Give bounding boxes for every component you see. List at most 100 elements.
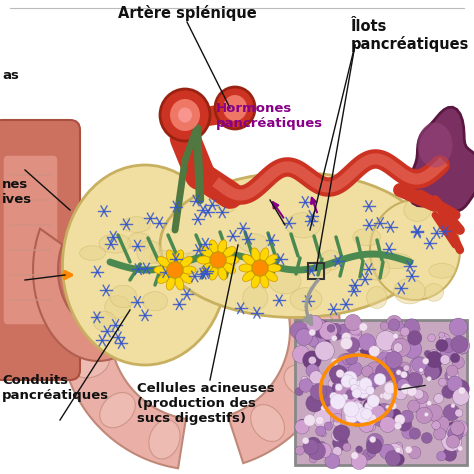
Circle shape: [448, 426, 463, 441]
Circle shape: [424, 361, 442, 379]
Circle shape: [376, 331, 396, 351]
Ellipse shape: [353, 228, 381, 246]
Circle shape: [368, 405, 385, 422]
Ellipse shape: [110, 285, 137, 308]
Circle shape: [394, 422, 401, 429]
Circle shape: [295, 446, 304, 455]
Circle shape: [329, 369, 338, 378]
Ellipse shape: [393, 279, 425, 304]
Circle shape: [368, 449, 376, 457]
Circle shape: [369, 346, 380, 357]
Text: Hormones
pancréatiques: Hormones pancréatiques: [216, 102, 323, 130]
Circle shape: [306, 437, 321, 452]
Circle shape: [329, 326, 344, 340]
Ellipse shape: [265, 271, 277, 282]
Circle shape: [295, 420, 309, 434]
Ellipse shape: [80, 246, 106, 260]
Circle shape: [301, 376, 308, 383]
Ellipse shape: [149, 420, 180, 459]
Circle shape: [304, 415, 315, 426]
Circle shape: [252, 260, 268, 276]
Circle shape: [359, 405, 370, 416]
Ellipse shape: [100, 392, 135, 428]
Circle shape: [455, 409, 463, 417]
Text: Îlots
pancréatiques: Îlots pancréatiques: [351, 19, 469, 52]
Circle shape: [409, 447, 421, 459]
FancyBboxPatch shape: [295, 320, 467, 465]
Circle shape: [352, 389, 361, 398]
Circle shape: [412, 325, 420, 333]
Ellipse shape: [172, 253, 201, 277]
Circle shape: [362, 366, 373, 377]
Circle shape: [449, 422, 456, 429]
Circle shape: [366, 386, 374, 395]
Text: Artère splénique: Artère splénique: [118, 5, 256, 21]
Circle shape: [417, 398, 427, 409]
Circle shape: [335, 382, 353, 400]
Circle shape: [352, 396, 359, 403]
Circle shape: [458, 446, 463, 451]
Ellipse shape: [320, 250, 342, 270]
Circle shape: [299, 379, 313, 392]
Circle shape: [356, 446, 363, 453]
Ellipse shape: [178, 108, 192, 122]
Circle shape: [295, 387, 303, 396]
Circle shape: [421, 432, 432, 443]
Ellipse shape: [105, 296, 130, 319]
Ellipse shape: [210, 266, 218, 280]
Circle shape: [380, 417, 396, 432]
Circle shape: [427, 376, 431, 381]
Circle shape: [333, 413, 342, 422]
Ellipse shape: [157, 256, 170, 267]
Circle shape: [447, 365, 458, 377]
Circle shape: [432, 421, 440, 429]
Ellipse shape: [195, 195, 225, 236]
Circle shape: [385, 405, 390, 409]
Circle shape: [337, 324, 349, 336]
Circle shape: [362, 382, 372, 392]
Circle shape: [306, 394, 323, 412]
Circle shape: [381, 349, 395, 363]
Circle shape: [385, 359, 393, 367]
Circle shape: [366, 433, 383, 450]
Circle shape: [316, 426, 326, 436]
Circle shape: [331, 358, 338, 365]
Circle shape: [364, 402, 376, 416]
Circle shape: [309, 356, 316, 365]
Ellipse shape: [225, 256, 239, 264]
Circle shape: [424, 412, 428, 417]
Circle shape: [321, 326, 333, 338]
Circle shape: [357, 390, 364, 396]
Circle shape: [440, 341, 459, 360]
Circle shape: [439, 332, 445, 338]
Circle shape: [394, 442, 402, 450]
Circle shape: [395, 388, 407, 400]
Circle shape: [442, 385, 456, 399]
Circle shape: [348, 329, 362, 342]
Ellipse shape: [197, 256, 211, 264]
Ellipse shape: [418, 122, 453, 167]
Circle shape: [331, 375, 339, 383]
Circle shape: [436, 339, 448, 352]
Circle shape: [368, 373, 382, 387]
Circle shape: [385, 450, 401, 466]
Circle shape: [336, 370, 344, 378]
Ellipse shape: [70, 347, 109, 378]
Circle shape: [337, 354, 352, 368]
Circle shape: [339, 354, 355, 370]
Circle shape: [321, 405, 327, 411]
Ellipse shape: [182, 266, 196, 274]
Circle shape: [405, 446, 412, 453]
Circle shape: [410, 357, 429, 375]
Ellipse shape: [295, 312, 335, 342]
Circle shape: [292, 346, 310, 363]
Polygon shape: [33, 196, 163, 361]
Circle shape: [398, 362, 411, 375]
Ellipse shape: [404, 199, 431, 221]
Circle shape: [392, 338, 410, 357]
Ellipse shape: [223, 246, 236, 257]
Circle shape: [334, 419, 341, 427]
Circle shape: [316, 416, 324, 425]
Ellipse shape: [260, 274, 269, 288]
Circle shape: [310, 384, 327, 401]
